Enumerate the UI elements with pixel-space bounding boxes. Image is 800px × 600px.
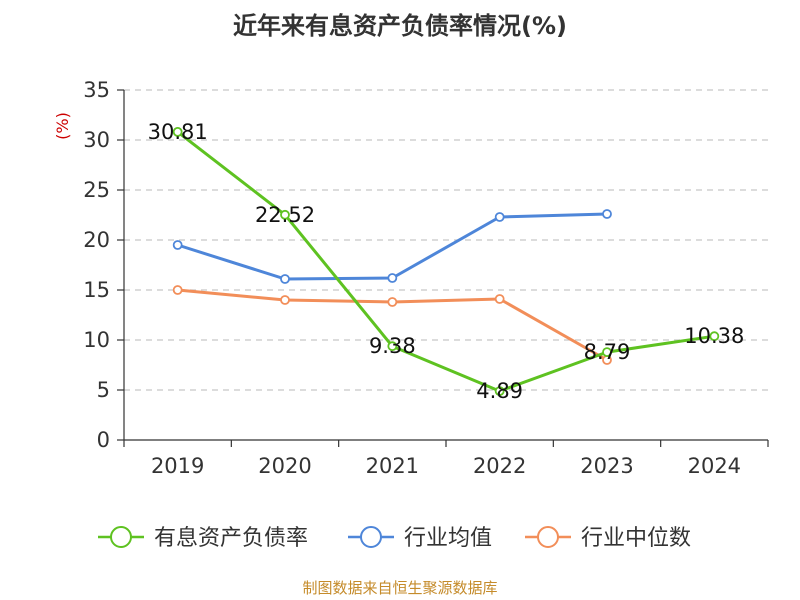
legend-label: 行业中位数 xyxy=(581,526,691,551)
data-point xyxy=(602,209,612,219)
data-point xyxy=(387,273,398,283)
data-label: 9.38 xyxy=(369,334,416,358)
x-tick-label: 2021 xyxy=(366,454,419,478)
y-tick-label: 15 xyxy=(83,278,110,302)
y-tick-label: 20 xyxy=(83,228,110,252)
y-tick-label: 10 xyxy=(83,328,110,352)
source-note: 制图数据来自恒生聚源数据库 xyxy=(302,579,497,597)
data-point xyxy=(602,347,612,358)
y-tick-label: 30 xyxy=(83,128,110,152)
data-point xyxy=(709,331,720,342)
legend: 有息资产负债率 行业均值 行业中位数 xyxy=(98,526,691,551)
data-point xyxy=(494,212,505,222)
grid-lines xyxy=(124,89,768,391)
data-label: 4.89 xyxy=(476,379,523,403)
series-layer xyxy=(172,126,720,397)
legend-label: 有息资产负债率 xyxy=(154,526,308,551)
x-tick-label: 2022 xyxy=(473,454,526,478)
x-tick-label: 2020 xyxy=(258,454,311,478)
legend-item: 行业均值 xyxy=(348,526,492,551)
legend-marker xyxy=(360,526,382,548)
legend-item: 行业中位数 xyxy=(525,526,691,551)
series-1 xyxy=(172,209,612,284)
y-tick-label: 5 xyxy=(97,378,110,402)
x-tick-label: 2019 xyxy=(151,454,204,478)
data-point xyxy=(494,386,505,397)
data-point xyxy=(280,295,290,305)
legend-item: 有息资产负债率 xyxy=(98,526,308,551)
series-0 xyxy=(172,126,720,397)
data-point xyxy=(172,285,183,295)
data-point xyxy=(494,294,505,304)
data-point xyxy=(172,240,183,250)
data-point xyxy=(172,126,183,137)
legend-label: 行业均值 xyxy=(404,526,492,551)
axes: 0 5 10 15 20 25 30 35 2019 2020 2021 2022 2023 2024 xyxy=(83,78,769,478)
data-point xyxy=(387,297,398,307)
legend-marker xyxy=(537,526,559,548)
data-label: 30.81 xyxy=(148,120,208,144)
y-tick-label: 0 xyxy=(97,428,110,452)
y-axis-unit: (%) xyxy=(53,112,72,140)
series-2 xyxy=(172,285,612,365)
data-labels: 30.81 22.52 9.38 4.89 8.79 10.38 xyxy=(148,120,745,403)
data-point xyxy=(387,341,398,352)
data-point xyxy=(280,209,290,220)
chart-title: 近年来有息资产负债率情况(%) xyxy=(233,12,567,40)
legend-marker xyxy=(110,526,132,548)
y-tick-label: 35 xyxy=(83,78,110,102)
data-label: 8.79 xyxy=(584,340,631,364)
x-tick-label: 2023 xyxy=(580,454,633,478)
data-point xyxy=(280,274,290,284)
series-line xyxy=(176,130,715,393)
y-tick-label: 25 xyxy=(83,178,110,202)
x-tick-label: 2024 xyxy=(688,454,741,478)
series-line xyxy=(177,212,608,281)
data-label: 22.52 xyxy=(255,203,315,227)
data-label: 10.38 xyxy=(684,324,744,348)
